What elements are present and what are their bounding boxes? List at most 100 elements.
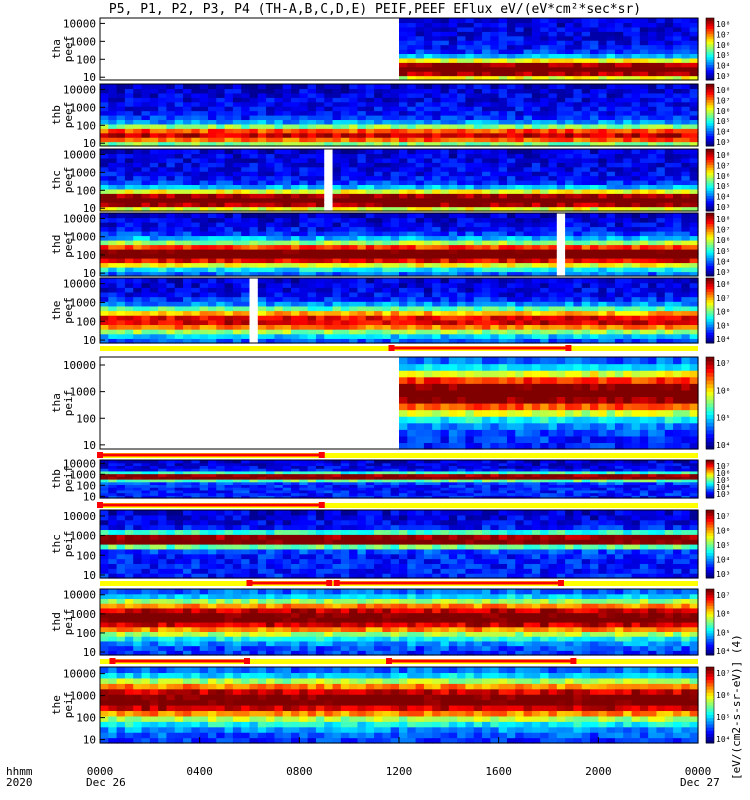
spectrogram-cell: [365, 206, 375, 212]
spectrogram-cell: [365, 22, 375, 28]
spectrogram-cell: [440, 22, 450, 28]
spectrogram-cell: [556, 197, 566, 203]
spectrogram-cell: [133, 222, 143, 228]
spectrogram-cell: [506, 57, 516, 63]
spectrogram-cell: [390, 287, 400, 293]
spectrogram-cell: [241, 106, 251, 112]
spectrogram-cell: [556, 329, 566, 335]
spectrogram-cell: [199, 193, 209, 199]
spectrogram-cell: [249, 132, 259, 138]
spectrogram-cell: [415, 171, 425, 177]
spectrogram-cell: [100, 180, 109, 186]
spectrogram-cell: [506, 213, 516, 219]
spectrogram-cell: [423, 282, 433, 288]
spectrogram-cell: [249, 26, 259, 32]
spectrogram-cell: [266, 231, 276, 237]
spectrogram-cell: [266, 166, 276, 172]
spectrogram-cell: [523, 262, 533, 268]
spectrogram-cell: [199, 115, 209, 121]
spectrogram-cell: [457, 162, 467, 168]
spectrogram-cell: [183, 249, 192, 255]
spectrogram-cell: [340, 253, 350, 259]
spectrogram-cell: [556, 110, 566, 116]
spectrogram-cell: [689, 128, 699, 134]
spectrogram-cell: [324, 71, 334, 77]
spectrogram-cell: [340, 66, 350, 72]
spectrogram-cell: [332, 149, 342, 155]
spectrogram-cell: [257, 310, 267, 316]
spectrogram-cell: [614, 71, 624, 77]
spectrogram-cell: [407, 278, 417, 284]
spectrogram-cell: [498, 180, 508, 186]
spectrogram-cell: [556, 137, 566, 143]
spectrogram-cell: [681, 202, 691, 208]
spectrogram-cell: [515, 75, 525, 81]
spectrogram-cell: [423, 305, 433, 312]
spectrogram-cell: [606, 258, 616, 264]
spectrogram-cell: [315, 110, 325, 116]
spectrogram-cell: [506, 197, 516, 203]
spectrogram-cell: [149, 44, 159, 50]
spectrogram-cell: [199, 282, 209, 288]
spectrogram-cell: [656, 75, 666, 81]
spectrogram-cell: [382, 305, 392, 312]
spectrogram-cell: [324, 296, 334, 302]
spectrogram-cell: [465, 166, 475, 172]
spectrogram-cell: [465, 338, 475, 344]
spectrogram-cell: [199, 132, 209, 138]
spectrogram-cell: [656, 253, 666, 259]
spectrogram-cell: [598, 197, 608, 203]
spectrogram-cell: [266, 180, 276, 186]
spectrogram-cell: [232, 262, 242, 268]
spectrogram-cell: [257, 249, 267, 255]
spectrogram-cell: [133, 291, 143, 298]
spectrogram-cell: [415, 310, 425, 316]
spectrogram-cell: [116, 22, 126, 28]
y-tick-label: 1000: [70, 231, 97, 244]
spectrogram-cell: [357, 84, 367, 90]
spectrogram-cell: [340, 31, 350, 37]
spectrogram-cell: [241, 97, 251, 103]
spectrogram-cell: [241, 315, 251, 321]
spectrogram-cell: [299, 157, 309, 163]
colorbar-segment: [706, 241, 714, 245]
spectrogram-cell: [249, 206, 259, 212]
spectrogram-cell: [482, 110, 491, 116]
spectrogram-cell: [614, 26, 624, 32]
spectrogram-cell: [581, 66, 591, 72]
spectrogram-cell: [216, 123, 226, 129]
spectrogram-cell: [158, 258, 168, 264]
spectrogram-cell: [216, 110, 226, 116]
spectrogram-cell: [399, 282, 408, 288]
spectrogram-cell: [573, 22, 583, 28]
spectrogram-cell: [365, 53, 375, 59]
spectrogram-cell: [540, 57, 550, 63]
spectrogram-cell: [340, 244, 350, 250]
spectrogram-cell: [407, 123, 417, 129]
spectrogram-cell: [365, 153, 375, 159]
spectrogram-cell: [133, 75, 143, 81]
spectrogram-cell: [689, 132, 699, 138]
spectrogram-cell: [606, 267, 616, 273]
spectrogram-cell: [399, 324, 408, 330]
spectrogram-cell: [332, 106, 342, 112]
spectrogram-cell: [291, 157, 300, 163]
spectrogram-cell: [631, 66, 641, 72]
spectrogram-cell: [282, 101, 292, 107]
spectrogram-cell: [399, 206, 408, 212]
spectrogram-cell: [407, 249, 417, 255]
spectrogram-cell: [673, 180, 682, 186]
spectrogram-cell: [291, 184, 300, 190]
spectrogram-cell: [224, 149, 234, 155]
spectrogram-cell: [241, 222, 251, 228]
spectrogram-cell: [399, 175, 408, 181]
spectrogram-cell: [590, 271, 599, 277]
spectrogram-cell: [249, 84, 259, 90]
spectrogram-cell: [241, 301, 251, 307]
spectrogram-cell: [656, 202, 666, 208]
spectrogram-cell: [307, 197, 317, 203]
spectrogram-cell: [415, 193, 425, 199]
spectrogram-cell: [274, 253, 284, 259]
spectrogram-cell: [257, 40, 267, 46]
spectrogram-cell: [598, 44, 608, 50]
